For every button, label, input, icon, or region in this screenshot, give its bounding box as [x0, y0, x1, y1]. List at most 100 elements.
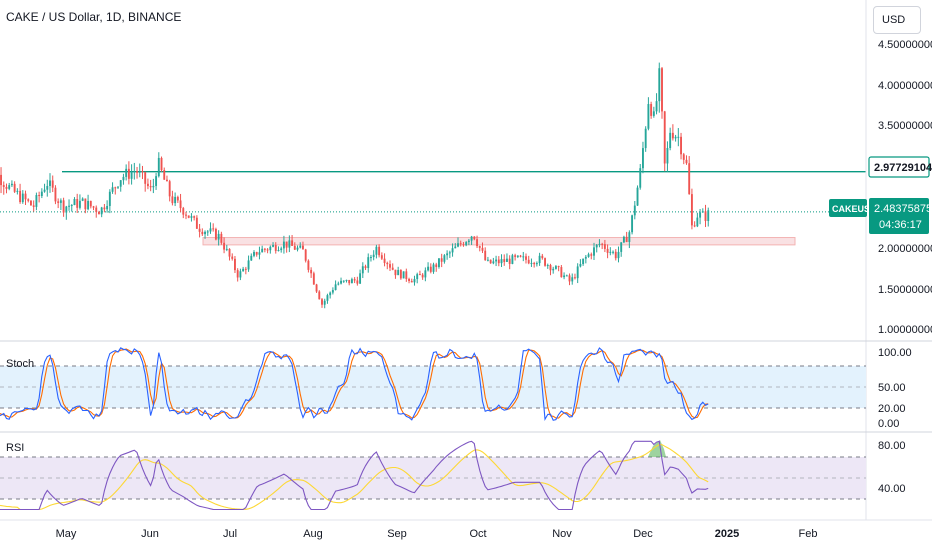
candle-body: [446, 253, 449, 256]
candle-body: [514, 255, 517, 257]
candle-body: [506, 258, 508, 262]
candle-body: [117, 186, 119, 188]
candle-body: [329, 292, 332, 296]
candle-body: [5, 186, 8, 189]
candle-body: [565, 275, 568, 277]
candle-body: [699, 212, 702, 218]
candle-body: [620, 242, 623, 252]
candle-body: [10, 183, 13, 186]
candle-body: [334, 284, 337, 291]
candle-body: [674, 136, 677, 139]
candle-body: [223, 242, 226, 250]
candle-body: [108, 191, 111, 206]
candle-body: [345, 279, 348, 281]
candle-body: [21, 193, 24, 203]
main-pane: CAKE / US Dollar, 1D, BINANCE: [0, 10, 866, 309]
candle-body: [163, 170, 166, 180]
candle-body: [157, 157, 160, 177]
candle-body: [247, 260, 250, 270]
candle-body: [525, 256, 527, 260]
candle-body: [375, 246, 378, 255]
stoch-label: Stoch: [6, 358, 34, 370]
rsi-label: RSI: [6, 442, 24, 454]
candle-body: [554, 266, 557, 269]
candle-body: [54, 187, 57, 202]
candle-body: [552, 268, 555, 271]
candle-body: [372, 254, 375, 258]
candle-body: [35, 195, 38, 207]
candle-body: [688, 163, 691, 195]
price-tick-1-0: 1.00000000: [878, 324, 932, 336]
candle-body: [76, 199, 79, 208]
candle-body: [106, 205, 109, 210]
time-axis[interactable]: May Jun Jul Aug Sep Oct Nov Dec 2025 Feb: [0, 519, 932, 540]
candle-body: [30, 200, 32, 206]
candle-body: [652, 111, 655, 116]
candle-body: [587, 254, 590, 257]
candle-body: [152, 185, 155, 188]
candle-body: [234, 258, 236, 271]
candle-body: [440, 258, 443, 262]
stoch-d-line: [0, 348, 709, 419]
candle-body: [631, 215, 634, 233]
candle-body: [8, 185, 11, 189]
candle-body: [642, 148, 644, 169]
candle-body: [606, 248, 609, 253]
candle-body: [549, 265, 552, 271]
candle-body: [187, 215, 190, 218]
candle-body: [427, 266, 430, 271]
candle-body: [299, 245, 302, 248]
candle-body: [530, 262, 533, 264]
candle-body: [95, 207, 98, 212]
candle-body: [701, 211, 704, 213]
candle-body: [146, 183, 149, 187]
candle-body: [201, 231, 204, 235]
candle-body: [497, 259, 500, 264]
candle-body: [176, 196, 179, 201]
candle-body: [590, 254, 593, 256]
candle-body: [81, 198, 84, 201]
candle-body: [40, 191, 43, 196]
candle-body: [244, 268, 247, 270]
candle-body: [62, 200, 65, 213]
candle-body: [356, 280, 359, 284]
candle-body: [663, 111, 666, 164]
candle-body: [100, 207, 103, 215]
candle-body: [212, 228, 215, 230]
currency-button[interactable]: USD: [873, 6, 921, 34]
candle-body: [666, 148, 669, 164]
candle-body: [239, 271, 242, 278]
candle-body: [242, 268, 245, 272]
candle-body: [258, 252, 261, 255]
candle-body: [312, 273, 315, 285]
candle-body: [195, 217, 198, 229]
candle-body: [563, 275, 566, 278]
candle-body: [19, 190, 22, 203]
price-tick-1-5: 1.50000000: [878, 284, 932, 296]
candle-body: [225, 248, 228, 250]
candle-body: [269, 246, 272, 251]
candle-body: [70, 205, 73, 207]
candle-body: [310, 269, 313, 274]
resistance-price-text: 2.97729104: [874, 162, 932, 174]
candle-body: [326, 295, 329, 301]
candle-body: [13, 183, 16, 192]
price-tick-3-5: 3.50000000: [878, 120, 932, 132]
candle-body: [418, 274, 421, 276]
time-tick-feb: Feb: [799, 528, 818, 540]
candle-body: [609, 251, 612, 253]
candle-body: [658, 68, 661, 102]
candle-body: [495, 259, 498, 262]
candle-body: [696, 217, 699, 227]
candle-body: [677, 136, 680, 138]
candle-body: [473, 236, 476, 240]
candle-body: [27, 199, 30, 201]
candle-body: [348, 279, 351, 284]
stoch-tick-20: 20.00: [878, 403, 906, 415]
price-axis[interactable]: 4.50000000 4.00000000 3.50000000 2.00000…: [829, 0, 932, 520]
price-tick-4-5: 4.50000000: [878, 39, 932, 51]
candle-body: [204, 231, 206, 235]
stoch-pane: Stoch 100.00 50.00 20.00 0.00: [0, 340, 932, 430]
candle-body: [214, 228, 217, 240]
